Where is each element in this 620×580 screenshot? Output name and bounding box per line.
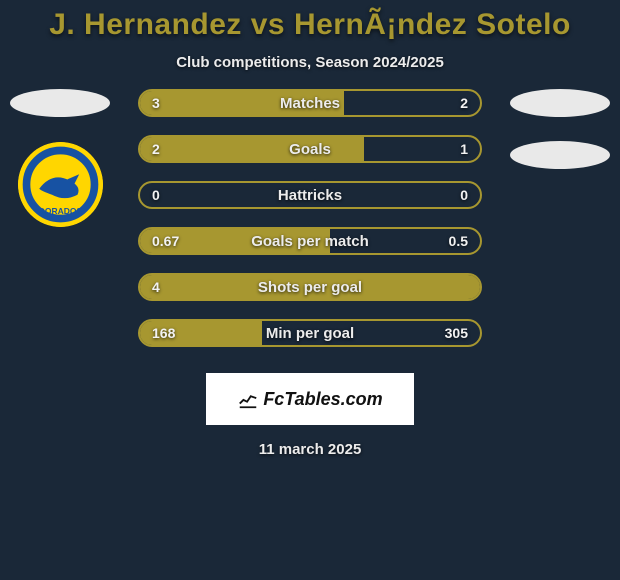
page-title: J. Hernandez vs HernÃ¡ndez Sotelo [0, 8, 620, 42]
stat-value-right: 2 [460, 91, 468, 115]
main-row: DORADOS 32Matches21Goals00Hattricks0.670… [0, 89, 620, 365]
fctables-label: FcTables.com [263, 389, 382, 410]
stat-bar-left [140, 275, 480, 299]
left-player-badge [10, 89, 110, 117]
stat-bar-left [140, 137, 364, 161]
stat-value-left: 4 [152, 275, 160, 299]
comparison-card: J. Hernandez vs HernÃ¡ndez Sotelo Club c… [0, 0, 620, 580]
stat-value-right: 0.5 [449, 229, 468, 253]
stat-value-right: 0 [460, 183, 468, 207]
left-club-logo: DORADOS [18, 142, 103, 227]
stat-value-right: 305 [445, 321, 468, 345]
stat-row: 4Shots per goal [138, 273, 482, 301]
subtitle: Club competitions, Season 2024/2025 [0, 54, 620, 71]
stats-column: 32Matches21Goals00Hattricks0.670.5Goals … [110, 89, 510, 365]
chart-icon [237, 388, 259, 410]
right-player-badge [510, 89, 610, 117]
stat-label: Hattricks [140, 183, 480, 207]
stat-value-left: 0.67 [152, 229, 179, 253]
stat-value-left: 168 [152, 321, 175, 345]
right-side [510, 89, 610, 169]
stat-row: 0 0Hattricks [138, 181, 482, 209]
stat-row: 168305Min per goal [138, 319, 482, 347]
right-club-badge [510, 141, 610, 169]
stat-row: 32Matches [138, 89, 482, 117]
stat-row: 21Goals [138, 135, 482, 163]
stat-row: 0.670.5Goals per match [138, 227, 482, 255]
left-side: DORADOS [10, 89, 110, 227]
dorados-logo-icon: DORADOS [18, 142, 103, 227]
svg-text:DORADOS: DORADOS [38, 206, 82, 216]
stat-value-left: 0 [152, 183, 160, 207]
stat-bar-left [140, 91, 344, 115]
date-label: 11 march 2025 [0, 441, 620, 458]
stat-value-left: 3 [152, 91, 160, 115]
fctables-watermark[interactable]: FcTables.com [206, 373, 414, 425]
stat-value-left: 2 [152, 137, 160, 161]
stat-value-right: 1 [460, 137, 468, 161]
